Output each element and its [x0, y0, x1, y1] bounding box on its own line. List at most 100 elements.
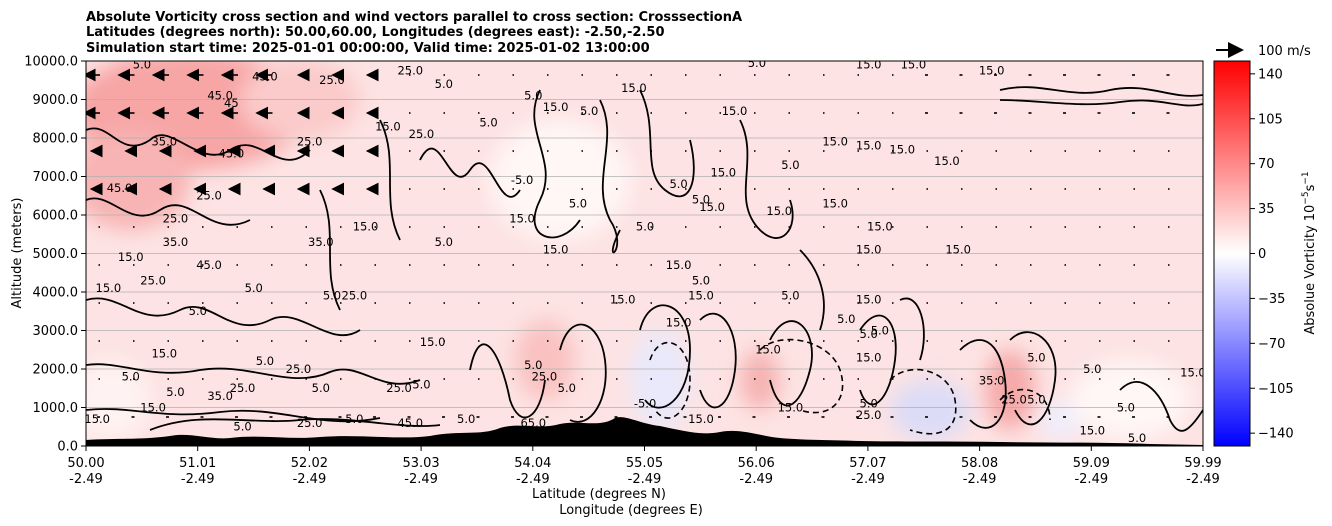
contour-label: 15.0 [867, 219, 893, 233]
x-tick-label-longitude: -2.49 [181, 472, 215, 487]
contour-label: 15.0 [1180, 366, 1206, 380]
colorbar-tick-label: 35 [1258, 202, 1275, 217]
colorbar-tick-label: −35 [1258, 292, 1285, 307]
contour-label: 25.0 [856, 408, 882, 422]
contour-labels: 5.045.0 25.025.05.0 15.05.0 15.0 15.0 15.045.… [86, 58, 1206, 445]
contour-label: 5.0 [345, 412, 363, 426]
contour-label: 15.0 [722, 104, 748, 118]
y-tick-label: 2000.0 [33, 363, 79, 378]
colorbar-label: Absolue Vorticity 10−5s−1 [1301, 171, 1318, 334]
contour-label: 5.0 [457, 412, 475, 426]
x-tick-label-longitude: -2.49 [628, 472, 662, 487]
contour-label: 5.0 [435, 77, 453, 91]
contour-label: 5.0 [781, 158, 799, 172]
contour-label: 5.0 [636, 219, 654, 233]
contour-label: 5.0 [133, 58, 151, 72]
contour-label: 35.0 [207, 389, 233, 403]
contour-label: 5.0 [1117, 400, 1135, 414]
contour-label: 15.0 [945, 243, 971, 257]
contour-label: 25.0 [297, 135, 323, 149]
contour-label: 15.0 [509, 212, 535, 226]
contour-label: 15.0 [856, 350, 882, 364]
y-tick-label: 6000.0 [33, 209, 79, 224]
terrain [86, 417, 1203, 446]
contour-label: 15.0 [666, 316, 692, 330]
contour-label: 5.0 [692, 273, 710, 287]
contour-label: 15.0 [901, 58, 927, 72]
contour-label: 45.0 [397, 416, 423, 430]
contour-label: 15.0 [96, 281, 122, 295]
x-tick-label-longitude: -2.49 [404, 472, 438, 487]
title-line-2: Latitudes (degrees north): 50.00,60.00, … [86, 25, 665, 40]
title-line-1: Absolute Vorticity cross section and win… [86, 10, 742, 25]
contour-label: 25.0 [163, 212, 189, 226]
contour-label: 25.0 [409, 127, 435, 141]
contour-label: 25.0 [342, 289, 368, 303]
contour-label: 5.0 [669, 177, 687, 191]
contour-label: 25.0 [286, 362, 312, 376]
quiver-key-label: 100 m/s [1258, 44, 1311, 59]
colorbar-tick-label: −70 [1258, 337, 1285, 352]
contour-label: 5.0 [580, 104, 598, 118]
contour-label: 5.0 [837, 312, 855, 326]
contour-label: 15.0 [699, 200, 725, 214]
contour-label: 15.0 [610, 293, 636, 307]
x-tick-label-latitude: 55.05 [626, 456, 663, 471]
contour-label: 15.0 [766, 204, 792, 218]
contour-label: 15.0 [755, 343, 781, 357]
contour-label: 25.0 [386, 381, 412, 395]
contour-label: 15.0 [140, 400, 166, 414]
y-axis-ticks: 0.0 1000.0 2000.0 3000.0 4000.0 5000.0 6000.0 7… [24, 55, 86, 455]
contour-label: 5.0 [569, 196, 587, 210]
colorbar-ticks: 140 105 70 35 0 −35 −70 −105 −140 [1250, 67, 1294, 442]
contour-label: 15.0 [979, 63, 1005, 77]
y-tick-label: 8000.0 [33, 132, 79, 147]
contour-label: 15.0 [934, 154, 960, 168]
contour-label: 5.0 [558, 381, 576, 395]
colorbar-tick-label: 105 [1258, 112, 1283, 127]
contour-label: 5.0 [323, 289, 341, 303]
x-tick-label-longitude: -2.49 [739, 472, 773, 487]
contour-label: 15.0 [822, 196, 848, 210]
contour-label: 15.0 [778, 400, 804, 414]
contour-label: 5.0 [435, 235, 453, 249]
contour-label: -5.0 [634, 397, 656, 411]
contour-label: 15.0 [856, 58, 882, 72]
contour-label: 25.0 [196, 189, 222, 203]
contour-label: 35.0 [163, 235, 189, 249]
contour-label: 15.0 [856, 139, 882, 153]
x-axis-label-longitude: Longitude (degrees E) [559, 503, 703, 518]
contour-label: 15.0 [688, 412, 714, 426]
y-tick-label: 9000.0 [33, 93, 79, 108]
contour-label: 5.0 [312, 381, 330, 395]
x-tick-label-latitude: 57.07 [849, 456, 886, 471]
contour-label: 25.0 [319, 73, 345, 87]
x-tick-label-latitude: 58.08 [961, 456, 998, 471]
contour-label: 25.0 [1001, 393, 1027, 407]
contour-label: 15.0 [711, 166, 737, 180]
title-line-3: Simulation start time: 2025-01-01 00:00:… [86, 41, 650, 56]
x-tick-label-longitude: -2.49 [69, 472, 103, 487]
colorbar-tick-label: 140 [1258, 67, 1283, 82]
contour-label: 15.0 [543, 243, 569, 257]
contour-label: 5.0 [781, 289, 799, 303]
contour-label: 15.0 [375, 119, 401, 133]
x-tick-label-longitude: -2.49 [516, 472, 550, 487]
contour-label: 35.0 [979, 373, 1005, 387]
contour-label: 15.0 [621, 81, 647, 95]
contour-label: 5.0 [860, 327, 878, 341]
contour-label: 15.0 [1080, 423, 1106, 437]
y-tick-label: 3000.0 [33, 324, 79, 339]
contour-label: 5.0 [189, 304, 207, 318]
y-tick-label: 5000.0 [33, 247, 79, 262]
x-axis-ticks: 50.00-2.4951.01-2.4952.02-2.4953.03-2.49… [67, 446, 1222, 487]
contour-label: 45.0 [252, 69, 278, 83]
contour-label: 15.0 [353, 219, 379, 233]
contour-label: 15.0 [666, 258, 692, 272]
colorbar-tick-label: 70 [1258, 157, 1275, 172]
grid-lines [86, 99, 1203, 408]
vorticity-field: 5.045.0 25.025.05.0 15.05.0 15.0 15.0 15.045.… [86, 58, 1206, 446]
colorbar-tick-label: −140 [1258, 427, 1294, 442]
contour-label: 5.0 [412, 377, 430, 391]
contour-label: 25.0 [297, 416, 323, 430]
